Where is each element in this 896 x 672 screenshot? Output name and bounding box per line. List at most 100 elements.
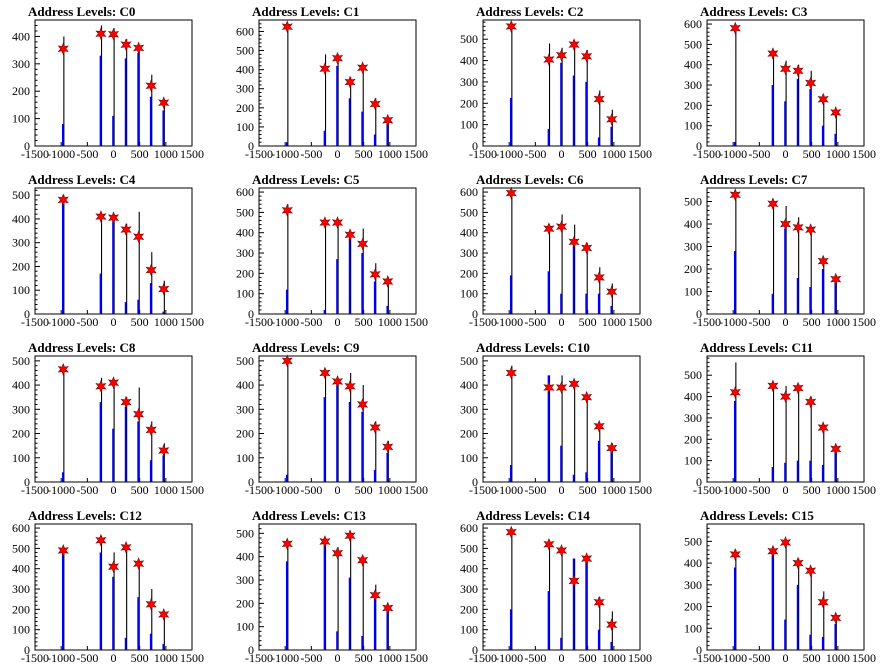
y-tick-label: 0: [248, 139, 254, 153]
y-tick-label: 400: [236, 226, 254, 240]
x-tick-label: 500: [355, 651, 373, 665]
data-point-marker: [158, 282, 170, 296]
x-tick-label: 1000: [378, 483, 402, 497]
data-point-marker: [357, 61, 369, 75]
y-tick-label: 100: [684, 285, 702, 299]
y-tick-label: 300: [236, 82, 254, 96]
y-tick-label: 100: [460, 118, 478, 132]
x-tick-label: -1500: [469, 315, 497, 329]
y-tick-label: 500: [236, 44, 254, 58]
x-tick-label: 1500: [628, 315, 652, 329]
data-point-marker: [505, 186, 517, 200]
data-point-marker: [57, 362, 69, 376]
y-tick-label: 500: [236, 354, 254, 368]
chart-svg: Address Levels: C3 0 100 200 300 400 500 600 -15…: [684, 4, 876, 161]
data-point-marker: [817, 254, 829, 268]
x-tick-label: -500: [748, 651, 770, 665]
data-point-marker: [369, 588, 381, 602]
x-tick-label: 0: [783, 315, 789, 329]
y-tick-label: 0: [248, 307, 254, 321]
chart-svg: Address Levels: C1 0 100 200 300 400 500 600 -15…: [236, 4, 428, 161]
y-tick-label: 100: [460, 451, 478, 465]
y-tick-label: 600: [460, 521, 478, 535]
x-tick-label: 500: [355, 483, 373, 497]
x-tick-label: 500: [579, 483, 597, 497]
x-tick-label: -500: [524, 651, 546, 665]
chart-panel: Address Levels: C4 0 100 200 300 400 500 -1500-…: [0, 168, 224, 336]
data-point-marker: [568, 377, 580, 391]
chart-title: Address Levels: C4: [28, 172, 136, 187]
x-tick-label: 0: [335, 147, 341, 161]
y-tick-label: 0: [24, 139, 30, 153]
x-tick-label: 1500: [180, 483, 204, 497]
y-tick-label: 0: [24, 643, 30, 657]
x-tick-label: 0: [111, 651, 117, 665]
y-tick-label: 400: [684, 390, 702, 404]
data-point-marker: [357, 398, 369, 411]
data-point-marker: [120, 395, 132, 409]
y-tick-label: 0: [696, 139, 702, 153]
data-point-marker: [344, 529, 356, 543]
x-tick-label: -1500: [693, 315, 721, 329]
x-tick-label: 1500: [404, 315, 428, 329]
data-point-marker: [830, 272, 842, 286]
y-tick-label: 300: [12, 57, 30, 71]
y-tick-label: 200: [460, 427, 478, 441]
chart-panel: Address Levels: C6 0 100 200 300 400 500 600 -15…: [448, 168, 672, 336]
data-point-marker: [779, 62, 792, 76]
chart-svg: Address Levels: C11 0 100 200 300 400 500 -1500…: [684, 340, 876, 497]
x-tick-label: 1500: [180, 147, 204, 161]
x-tick-label: -1000: [47, 483, 75, 497]
chart-panel: Address Levels: C13 0 100 200 300 400 500 -1500…: [224, 504, 448, 672]
y-tick-label: 500: [684, 534, 702, 548]
chart-panel: Address Levels: C14 0 100 200 300 400 500 600 -1…: [448, 504, 672, 672]
x-tick-label: 0: [335, 315, 341, 329]
data-point-marker: [729, 21, 741, 35]
y-tick-label: 500: [684, 368, 702, 382]
x-tick-label: -1500: [469, 147, 497, 161]
x-tick-label: -1000: [271, 147, 299, 161]
y-tick-label: 200: [12, 259, 30, 273]
y-tick-label: 200: [236, 596, 254, 610]
chart-panel: Address Levels: C1 0 100 200 300 400 500 600 -15…: [224, 0, 448, 168]
chart-panel: Address Levels: C11 0 100 200 300 400 500 -1500…: [672, 336, 896, 504]
data-point-marker: [555, 48, 568, 62]
data-point-marker: [779, 217, 792, 231]
y-tick-label: 0: [472, 307, 478, 321]
data-point-marker: [581, 390, 593, 404]
y-tick-label: 600: [236, 24, 254, 38]
y-tick-label: 0: [24, 307, 30, 321]
x-tick-label: 0: [335, 651, 341, 665]
chart-svg: Address Levels: C6 0 100 200 300 400 500 600 -15…: [460, 172, 652, 329]
data-point-marker: [830, 106, 842, 119]
y-tick-label: 200: [236, 101, 254, 115]
y-tick-label: 200: [12, 602, 30, 616]
y-tick-label: 600: [12, 521, 30, 535]
y-tick-label: 400: [460, 562, 478, 576]
x-tick-label: 0: [783, 483, 789, 497]
data-point-marker: [331, 216, 344, 229]
chart-title: Address Levels: C9: [252, 340, 360, 355]
y-tick-label: 100: [12, 451, 30, 465]
x-tick-label: -500: [524, 483, 546, 497]
x-tick-label: 1500: [404, 483, 428, 497]
chart-title: Address Levels: C5: [252, 172, 360, 187]
y-tick-label: 100: [236, 120, 254, 134]
data-point-marker: [95, 533, 107, 547]
x-tick-label: 1000: [154, 147, 178, 161]
y-tick-label: 100: [684, 119, 702, 133]
x-tick-label: 1500: [180, 651, 204, 665]
x-tick-label: -500: [748, 147, 770, 161]
y-tick-label: 500: [460, 205, 478, 219]
x-tick-label: -1500: [245, 651, 273, 665]
data-point-marker: [555, 381, 568, 394]
chart-svg: Address Levels: C20100200300400500-1500-…: [460, 4, 652, 161]
y-tick-label: 100: [12, 112, 30, 126]
y-tick-label: 400: [12, 29, 30, 43]
data-point-marker: [792, 220, 804, 234]
y-tick-label: 200: [684, 98, 702, 112]
data-point-marker: [344, 379, 356, 393]
y-tick-label: 100: [12, 623, 30, 637]
data-point-marker: [767, 197, 779, 211]
chart-title: Address Levels: C1: [252, 4, 359, 19]
